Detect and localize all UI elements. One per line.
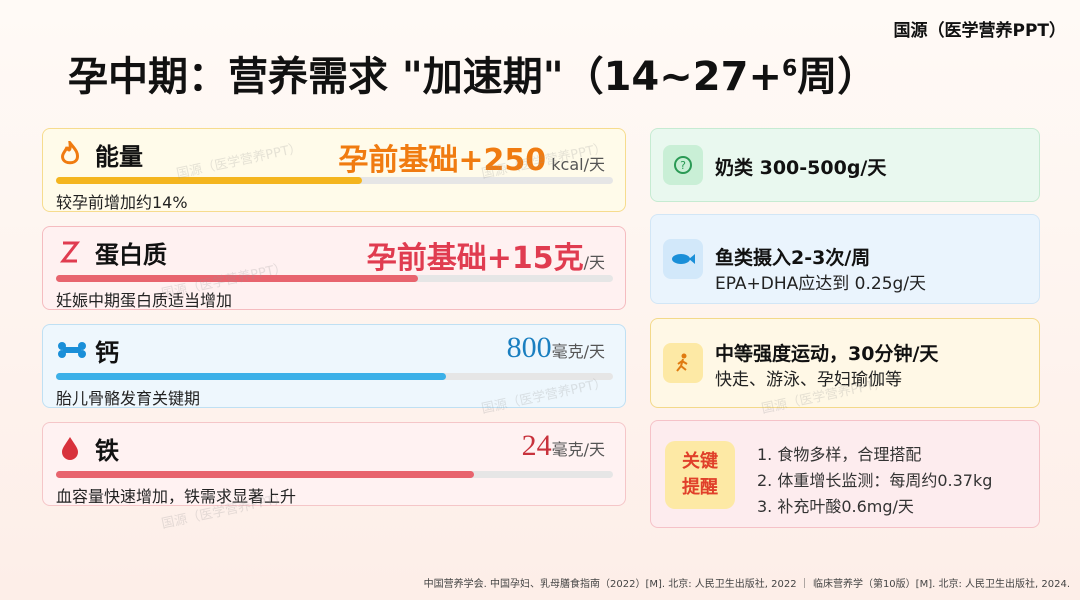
tip-title: 鱼类摄入2-3次/周 <box>715 247 871 269</box>
nutrient-name: 铁 <box>95 437 119 465</box>
tip-card: ? 奶类 300-500g/天 <box>650 128 1040 202</box>
icon <box>59 241 81 263</box>
footer: 中国营养学会. 中国孕妇、乳母膳食指南（2022）[M]. 北京: 人民卫生出版… <box>423 579 1070 590</box>
value: 24 <box>521 429 552 462</box>
unit: /天 <box>583 253 605 272</box>
reminder-card: 关键 提醒 1. 食物多样，合理搭配 2. 体重增长监测：每周约0.37kg 3… <box>650 420 1040 528</box>
nutrient-value: 孕前基础+250 kcal/天 <box>338 135 605 179</box>
reminder-label: 关键 <box>682 451 718 472</box>
title-main: 孕中期：营养需求 "加速期"（14~27+ <box>68 54 782 100</box>
nutrient-name: 蛋白质 <box>95 241 167 269</box>
tip-card: 中等强度运动，30分钟/天 快走、游泳、孕妇瑜伽等 <box>650 318 1040 408</box>
progress-track <box>56 373 613 380</box>
nutrient-name: 能量 <box>95 143 143 171</box>
unit: kcal/天 <box>551 155 605 174</box>
title-sup: 6 <box>781 56 798 82</box>
svg-text:?: ? <box>680 159 686 172</box>
nutrient-value: 24毫克/天 <box>522 429 605 463</box>
nutrient-note: 血容量快速增加，铁需求显著上升 <box>56 487 297 506</box>
reminder-item: 1. 食物多样，合理搭配 <box>757 445 922 464</box>
icon: ? <box>663 145 703 185</box>
icon <box>61 141 79 165</box>
nutrient-note: 胎儿骨骼发育关键期 <box>56 389 201 408</box>
icon <box>663 343 703 383</box>
title-end: 周） <box>797 54 878 100</box>
brand: 国源（医学营养PPT） <box>893 21 1066 41</box>
tip-title: 中等强度运动，30分钟/天 <box>715 343 939 365</box>
nutrient-note: 妊娠中期蛋白质适当增加 <box>56 291 233 310</box>
value: 孕前基础+15克 <box>366 241 584 276</box>
reminder-item: 3. 补充叶酸0.6mg/天 <box>757 497 914 516</box>
progress-track <box>56 275 613 282</box>
nutrient-card: 铁 24毫克/天 血容量快速增加，铁需求显著上升 <box>42 422 626 506</box>
value: 800 <box>506 331 552 364</box>
value: 孕前基础+250 <box>338 143 547 178</box>
reminder-label: 提醒 <box>682 477 718 498</box>
progress-track <box>56 177 613 184</box>
nutrient-card: 能量 孕前基础+250 kcal/天 较孕前增加约14% <box>42 128 626 212</box>
nutrient-note: 较孕前增加约14% <box>56 193 188 212</box>
tip-detail: 快走、游泳、孕妇瑜伽等 <box>715 370 902 390</box>
icon <box>62 437 78 460</box>
tip-card: 鱼类摄入2-3次/周 EPA+DHA应达到 0.25g/天 <box>650 214 1040 304</box>
reminder-badge: 关键 提醒 <box>665 441 735 509</box>
nutrient-value: 800毫克/天 <box>507 331 605 365</box>
progress-bar <box>56 373 446 380</box>
progress-bar <box>56 471 474 478</box>
icon <box>663 239 703 279</box>
unit: 毫克/天 <box>551 342 605 361</box>
reminder-item: 2. 体重增长监测：每周约0.37kg <box>757 471 993 490</box>
nutrient-card: 蛋白质 孕前基础+15克/天 妊娠中期蛋白质适当增加 <box>42 226 626 310</box>
tip-title: 奶类 300-500g/天 <box>715 157 887 179</box>
progress-track <box>56 471 613 478</box>
nutrient-name: 钙 <box>95 339 119 367</box>
title: 孕中期：营养需求 "加速期"（14~27+6周） <box>68 44 877 102</box>
unit: 毫克/天 <box>551 440 605 459</box>
nutrient-card: 钙 800毫克/天 胎儿骨骼发育关键期 <box>42 324 626 408</box>
icon <box>58 342 86 358</box>
progress-bar <box>56 275 419 282</box>
progress-bar <box>56 177 363 184</box>
tip-detail: EPA+DHA应达到 0.25g/天 <box>715 274 927 294</box>
nutrient-value: 孕前基础+15克/天 <box>367 233 605 277</box>
